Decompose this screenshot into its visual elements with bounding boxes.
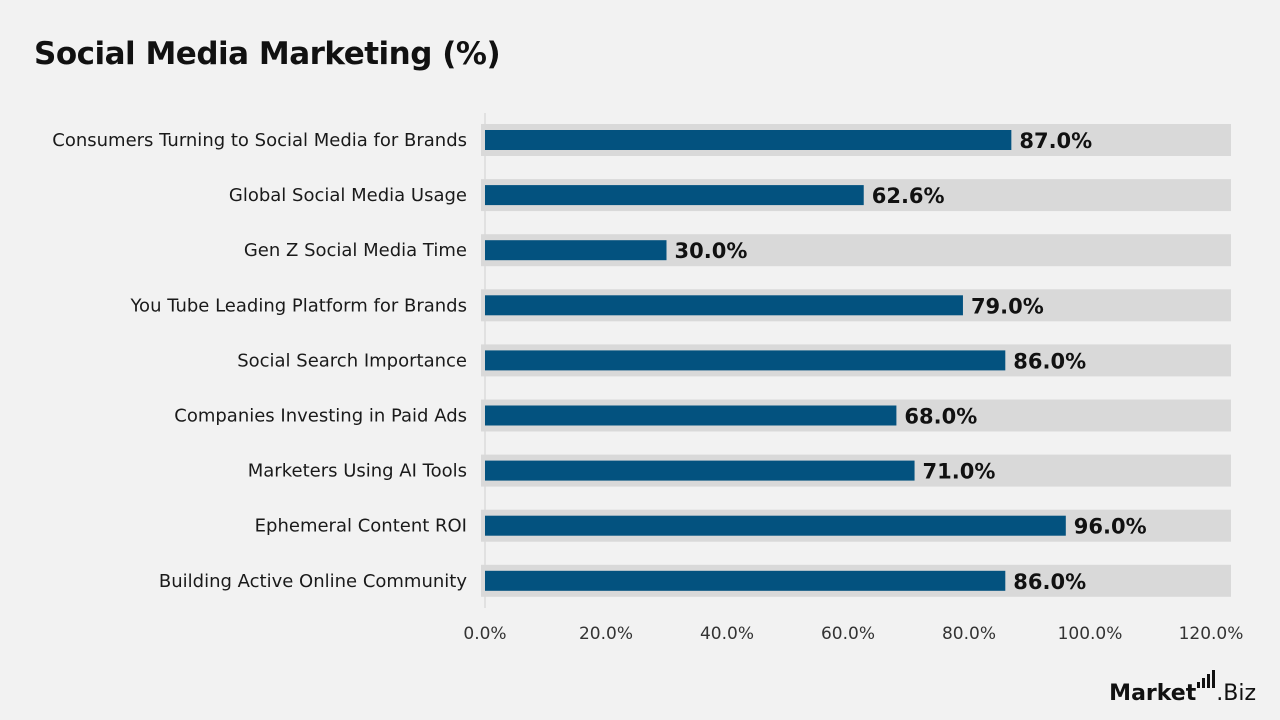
logo-text-bold: Market bbox=[1109, 681, 1197, 706]
logo-bars-icon bbox=[1197, 670, 1216, 688]
category-label: Global Social Media Usage bbox=[229, 185, 467, 206]
category-label: Marketers Using AI Tools bbox=[248, 461, 467, 482]
category-label: Gen Z Social Media Time bbox=[244, 240, 467, 261]
x-tick-label: 20.0% bbox=[579, 624, 633, 644]
bar bbox=[485, 460, 915, 481]
category-label: You Tube Leading Platform for Brands bbox=[129, 295, 467, 316]
category-label: Companies Investing in Paid Ads bbox=[174, 406, 467, 427]
category-label: Building Active Online Community bbox=[159, 571, 467, 592]
x-tick-label: 0.0% bbox=[463, 624, 506, 644]
value-label: 30.0% bbox=[675, 239, 748, 263]
bar bbox=[485, 350, 1006, 371]
value-label: 68.0% bbox=[904, 405, 977, 429]
category-label: Social Search Importance bbox=[237, 350, 467, 371]
chart-title: Social Media Marketing (%) bbox=[34, 36, 501, 72]
bar bbox=[485, 130, 1012, 150]
bar bbox=[485, 240, 667, 261]
value-label: 87.0% bbox=[1019, 129, 1092, 153]
category-label: Ephemeral Content ROI bbox=[255, 516, 467, 537]
value-label: 96.0% bbox=[1074, 515, 1147, 539]
marketbiz-logo: Market .Biz bbox=[1109, 670, 1256, 706]
x-tick-label: 60.0% bbox=[821, 624, 875, 644]
bar bbox=[485, 570, 1006, 591]
bar bbox=[485, 405, 897, 426]
x-tick-label: 40.0% bbox=[700, 624, 754, 644]
bar bbox=[485, 185, 864, 206]
bar bbox=[485, 295, 963, 316]
category-label: Consumers Turning to Social Media for Br… bbox=[52, 130, 467, 151]
value-label: 62.6% bbox=[872, 184, 945, 208]
value-label: 71.0% bbox=[923, 460, 996, 484]
logo-text-regular: .Biz bbox=[1216, 681, 1256, 706]
value-label: 79.0% bbox=[971, 294, 1044, 318]
value-label: 86.0% bbox=[1013, 349, 1086, 373]
x-tick-label: 120.0% bbox=[1179, 624, 1244, 644]
value-label: 86.0% bbox=[1013, 570, 1086, 594]
bar bbox=[485, 515, 1066, 536]
x-tick-label: 80.0% bbox=[942, 624, 996, 644]
x-tick-label: 100.0% bbox=[1058, 624, 1123, 644]
